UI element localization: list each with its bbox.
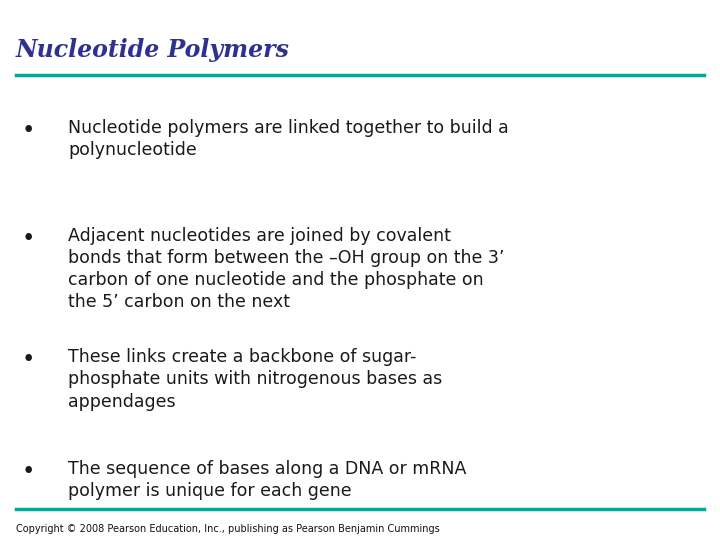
Text: Adjacent nucleotides are joined by covalent
bonds that form between the –OH grou: Adjacent nucleotides are joined by coval… (68, 227, 505, 312)
Text: Copyright © 2008 Pearson Education, Inc., publishing as Pearson Benjamin Cumming: Copyright © 2008 Pearson Education, Inc.… (16, 523, 440, 534)
Text: Nucleotide Polymers: Nucleotide Polymers (16, 38, 289, 62)
Text: •: • (22, 227, 35, 250)
Text: •: • (22, 460, 35, 483)
Text: The sequence of bases along a DNA or mRNA
polymer is unique for each gene: The sequence of bases along a DNA or mRN… (68, 460, 467, 500)
Text: Nucleotide polymers are linked together to build a
polynucleotide: Nucleotide polymers are linked together … (68, 119, 509, 159)
Text: These links create a backbone of sugar-
phosphate units with nitrogenous bases a: These links create a backbone of sugar- … (68, 348, 443, 411)
Text: •: • (22, 348, 35, 372)
Text: •: • (22, 119, 35, 142)
